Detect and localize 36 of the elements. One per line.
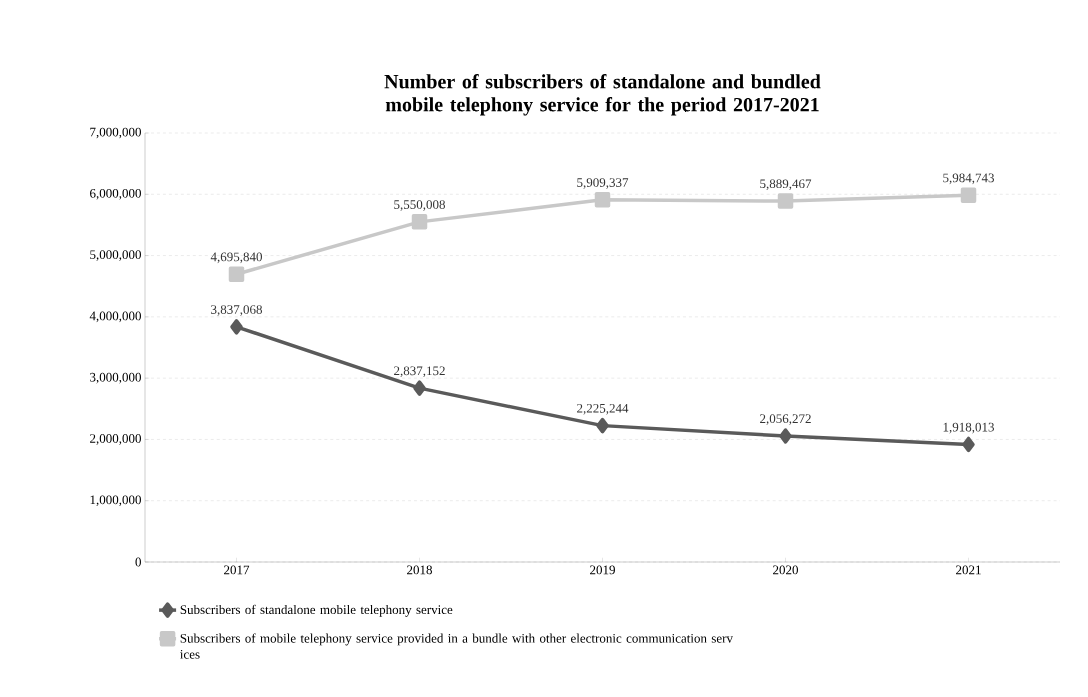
y-tick-label: 7,000,000: [90, 127, 141, 139]
data-label: 1,918,013: [943, 422, 995, 434]
y-tick-label: 2,000,000: [90, 434, 141, 445]
x-tick-label: 2017: [224, 565, 250, 575]
data-label: 4,695,840: [210, 252, 262, 264]
legend-label: Subscribers of mobile telephony service provided in a bundle with other electronic communication serv ices: [180, 633, 733, 659]
point: [962, 436, 975, 453]
y-tick-label: 6,000,000: [90, 188, 141, 200]
y-tick-label: 3,000,000: [90, 372, 141, 384]
point: [596, 417, 609, 434]
x-tick-label: 2021: [956, 565, 981, 575]
chart-title: Number of subscribers of standalone and bundled mobile telephony service for the period 2017-2021: [384, 74, 821, 116]
y-tick-label: 0: [135, 557, 141, 567]
legend-label: Subscribers of standalone mobile telephony service: [180, 604, 453, 617]
data-label: 2,837,152: [394, 366, 445, 378]
point: [779, 428, 792, 444]
point: [230, 319, 243, 335]
point: [411, 214, 428, 230]
point: [594, 192, 611, 208]
point: [777, 193, 794, 209]
data-label: 5,909,337: [577, 178, 629, 189]
data-label: 5,550,008: [394, 200, 445, 211]
data-label: 3,837,068: [211, 305, 262, 316]
data-label: 5,984,743: [943, 173, 995, 185]
x-tick-label: 2019: [590, 565, 615, 575]
point: [960, 187, 977, 203]
data-label: 5,889,467: [760, 179, 812, 190]
x-tick-label: 2020: [773, 565, 799, 575]
point: [413, 380, 426, 396]
point: [228, 266, 245, 282]
y-tick-label: 4,000,000: [89, 311, 141, 323]
y-tick-label: 5,000,000: [90, 250, 141, 261]
x-tick-label: 2018: [407, 565, 432, 575]
data-label: 2,225,244: [577, 403, 629, 415]
data-label: 2,056,272: [760, 414, 811, 425]
y-tick-label: 1,000,000: [90, 495, 141, 507]
